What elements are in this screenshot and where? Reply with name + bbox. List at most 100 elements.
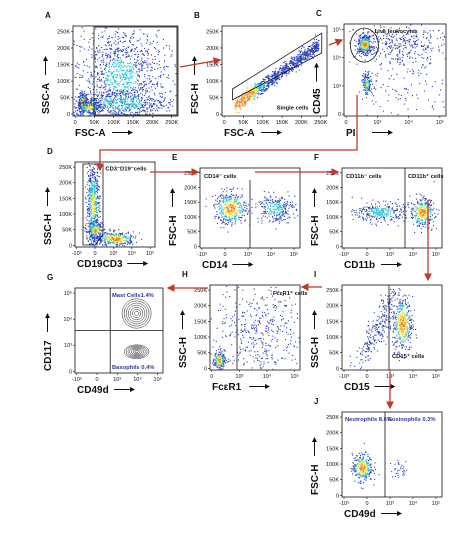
event-dot: [432, 30, 434, 32]
event-dot: [242, 105, 244, 107]
event-dot: [365, 50, 367, 52]
event-dot: [93, 171, 95, 173]
event-dot: [275, 78, 277, 80]
event-dot: [101, 56, 103, 58]
event-dot: [91, 230, 93, 232]
event-dot: [246, 101, 248, 103]
event-dot: [259, 86, 261, 88]
event-dot: [369, 51, 371, 53]
event-dot: [94, 229, 96, 231]
event-dot: [363, 46, 365, 48]
event-dot: [412, 73, 414, 75]
event-dot: [105, 64, 107, 66]
event-dot: [399, 64, 401, 66]
event-dot: [134, 64, 136, 66]
event-dot: [405, 47, 407, 49]
event-dot: [275, 74, 277, 76]
event-dot: [136, 95, 138, 97]
event-dot: [283, 71, 285, 73]
event-dot: [145, 91, 147, 93]
event-dot: [93, 201, 95, 203]
event-dot: [90, 181, 92, 183]
event-dot: [303, 52, 305, 54]
event-dot: [96, 182, 98, 184]
event-dot: [132, 102, 134, 104]
event-dot: [95, 97, 97, 99]
event-dot: [76, 112, 78, 114]
y-tick-label: 250K: [59, 165, 72, 171]
event-dot: [261, 81, 263, 83]
event-dot: [87, 195, 89, 197]
event-dot: [252, 86, 254, 88]
event-dot: [94, 107, 96, 109]
event-dot: [88, 175, 90, 177]
event-dot: [109, 54, 111, 56]
event-dot: [102, 244, 104, 246]
event-dot: [138, 94, 140, 96]
event-dot: [99, 99, 101, 101]
event-dot: [95, 28, 97, 30]
event-dot: [411, 57, 413, 59]
event-dot: [402, 63, 404, 65]
event-dot: [371, 91, 373, 93]
event-dot: [94, 191, 96, 193]
event-dot: [95, 106, 97, 108]
event-dot: [359, 51, 361, 53]
event-dot: [400, 43, 402, 45]
event-dot: [92, 203, 94, 205]
event-dot: [112, 237, 114, 239]
event-dot: [79, 111, 81, 113]
event-dot: [115, 96, 117, 98]
event-dot: [121, 64, 123, 66]
event-dot: [424, 67, 426, 69]
event-dot: [156, 84, 158, 86]
event-dot: [130, 103, 132, 105]
event-dot: [88, 114, 90, 116]
event-dot: [116, 245, 118, 247]
event-dot: [89, 104, 91, 106]
event-dot: [101, 91, 103, 93]
event-dot: [119, 70, 121, 72]
event-dot: [105, 106, 107, 108]
event-dot: [160, 105, 162, 107]
event-dot: [121, 100, 123, 102]
event-dot: [267, 78, 269, 80]
event-dot: [144, 93, 146, 95]
event-dot: [127, 90, 129, 92]
event-dot: [259, 83, 261, 85]
event-dot: [89, 165, 91, 167]
event-dot: [245, 91, 247, 93]
event-dot: [124, 88, 126, 90]
event-dot: [104, 27, 106, 29]
event-dot: [109, 41, 111, 43]
event-dot: [162, 38, 164, 40]
event-dot: [304, 57, 306, 59]
event-dot: [359, 37, 361, 39]
event-dot: [367, 73, 369, 75]
event-dot: [141, 66, 143, 68]
event-dot: [135, 78, 137, 80]
event-dot: [120, 102, 122, 104]
event-dot: [271, 84, 273, 86]
event-dot: [96, 236, 98, 238]
event-dot: [254, 93, 256, 95]
event-dot: [419, 54, 421, 56]
event-dot: [104, 236, 106, 238]
event-dot: [275, 77, 277, 79]
event-dot: [417, 53, 419, 55]
event-dot: [96, 237, 98, 239]
event-dot: [118, 107, 120, 109]
event-dot: [426, 37, 428, 39]
event-dot: [76, 109, 78, 111]
event-dot: [76, 45, 78, 47]
event-dot: [93, 234, 95, 236]
event-dot: [88, 108, 90, 110]
event-dot: [117, 70, 119, 72]
event-dot: [141, 87, 143, 89]
event-dot: [244, 102, 246, 104]
event-dot: [380, 52, 382, 54]
event-dot: [278, 71, 280, 73]
event-dot: [125, 109, 127, 111]
event-dot: [144, 101, 146, 103]
event-dot: [163, 47, 165, 49]
